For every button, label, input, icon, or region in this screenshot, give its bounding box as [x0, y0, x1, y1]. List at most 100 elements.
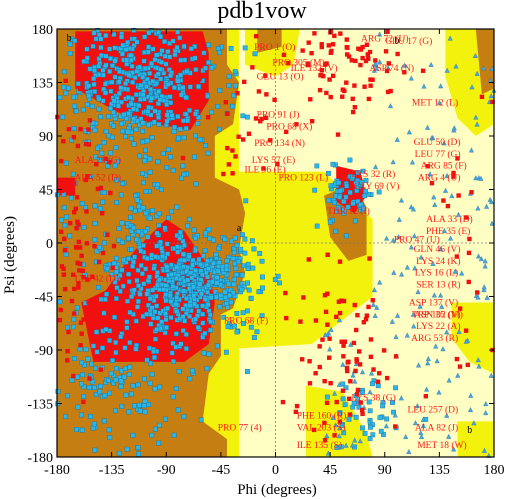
residue-point — [201, 50, 207, 56]
y-axis-label: Psi (degrees) — [2, 216, 18, 294]
outlier-point — [337, 419, 343, 424]
outlier-point — [94, 161, 99, 167]
residue-point — [124, 446, 130, 452]
outlier-point — [454, 254, 460, 259]
glycine-point — [489, 65, 495, 71]
residue-point — [169, 350, 175, 356]
residue-point — [125, 95, 131, 100]
residue-point — [368, 424, 373, 430]
residue-point — [67, 233, 73, 239]
residue-point — [130, 383, 136, 389]
glycine-point — [452, 268, 458, 274]
residue-point — [93, 36, 99, 42]
y-tick-label: -90 — [34, 344, 53, 359]
residue-point — [226, 73, 232, 79]
residue-point — [158, 34, 163, 40]
residue-point — [91, 343, 96, 349]
residue-point — [144, 311, 150, 317]
residue-point — [110, 109, 116, 115]
residue-point — [128, 57, 134, 63]
region-letter: a — [237, 223, 242, 234]
residue-point — [81, 224, 87, 230]
outlier-point — [264, 92, 269, 97]
outlier-point — [385, 89, 391, 95]
glycine-point — [476, 363, 482, 369]
residue-point — [107, 435, 113, 440]
residue-point — [148, 86, 153, 92]
residue-point — [157, 277, 162, 283]
residue-point — [232, 235, 238, 241]
residue-point — [277, 280, 282, 286]
outlier-point — [78, 320, 84, 325]
residue-point — [256, 289, 262, 295]
residue-point — [213, 252, 219, 257]
residue-point — [181, 135, 187, 141]
residue-point — [244, 114, 250, 120]
residue-point — [239, 272, 245, 278]
glycine-point — [449, 193, 455, 199]
outlier-point — [61, 272, 67, 277]
residue-point — [366, 191, 371, 197]
outlier-point — [307, 381, 313, 386]
residue-point — [120, 181, 126, 186]
glycine-point — [368, 370, 375, 376]
residue-point — [184, 268, 190, 274]
outlier-point — [457, 364, 463, 369]
residue-point — [140, 74, 146, 80]
glycine-point — [420, 423, 426, 429]
residue-point — [105, 377, 111, 383]
residue-point — [223, 349, 229, 355]
glycine-point — [441, 228, 448, 233]
outlier-point — [327, 355, 332, 360]
outlier-point — [360, 55, 365, 61]
glycine-point — [471, 420, 477, 426]
outlier-point — [322, 420, 327, 426]
residue-point — [259, 313, 265, 319]
residue-point — [186, 286, 192, 292]
outlier-point — [69, 298, 75, 304]
residue-point — [350, 404, 356, 410]
residue-point — [132, 75, 138, 80]
residue-point — [161, 287, 167, 293]
residue-point — [103, 129, 109, 134]
glycine-point — [367, 389, 373, 395]
residue-point — [120, 283, 126, 289]
residue-point — [367, 408, 373, 414]
outlier-point — [334, 314, 339, 320]
residue-point — [126, 271, 131, 277]
glycine-point — [424, 124, 431, 130]
residue-point — [116, 79, 122, 85]
residue-point — [125, 40, 131, 45]
residue-point — [241, 263, 247, 269]
outlier-point — [383, 49, 389, 54]
glycine-point — [336, 433, 342, 439]
residue-point — [148, 360, 153, 366]
outlier-point — [341, 343, 346, 348]
residue-point — [69, 137, 75, 143]
residue-point — [206, 60, 211, 65]
outlier-point — [318, 72, 324, 78]
outlier-point — [87, 118, 93, 123]
outlier-point — [80, 268, 85, 273]
glycine-point — [357, 438, 363, 444]
residue-point — [213, 289, 218, 295]
residue-point — [112, 58, 118, 64]
residue-point — [79, 360, 85, 365]
residue-point — [190, 257, 196, 263]
outlier-point — [62, 247, 68, 253]
residue-point — [103, 33, 109, 38]
glycine-point — [410, 206, 416, 212]
outlier-point — [337, 310, 343, 316]
residue-point — [148, 321, 154, 327]
residue-point — [127, 309, 133, 315]
residue-point — [153, 336, 158, 342]
outlier-point — [353, 368, 358, 374]
outlier-point — [235, 91, 240, 96]
residue-point — [241, 321, 246, 326]
residue-point — [73, 108, 79, 114]
residue-point — [185, 277, 191, 283]
residue-point — [146, 44, 152, 50]
glycine-point — [421, 83, 427, 89]
residue-point — [162, 416, 168, 422]
residue-point — [164, 112, 170, 118]
